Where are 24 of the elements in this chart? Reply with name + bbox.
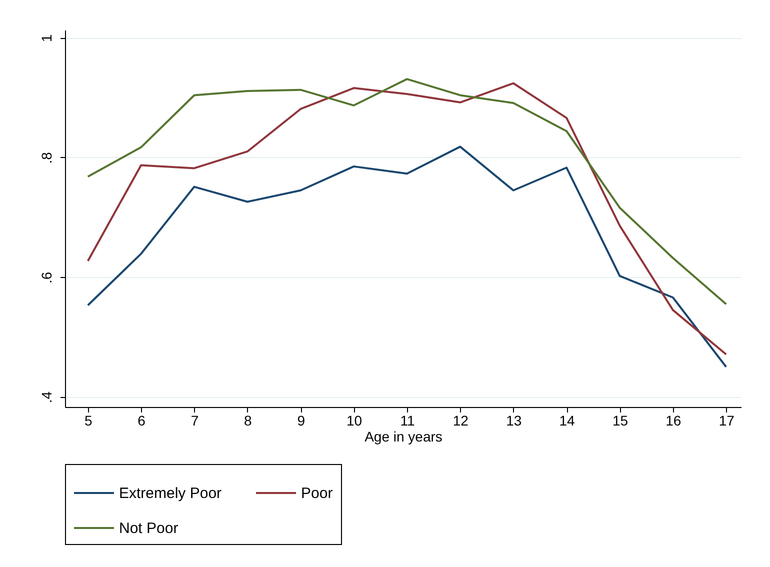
x-tick-label: 13 [506, 412, 522, 428]
x-tick-label: 12 [452, 412, 469, 428]
x-axis-title: Age in years [364, 428, 442, 444]
y-tick-label: 1 [38, 34, 54, 42]
x-tick-label: 17 [718, 412, 735, 428]
line-series [86, 78, 728, 306]
legend-label: Extremely Poor [119, 485, 222, 502]
x-tick-label: 11 [400, 412, 415, 428]
legend-label: Poor [301, 485, 333, 502]
x-tick-label: 5 [84, 412, 92, 428]
y-tick-label: .4 [38, 391, 54, 404]
x-tick-label: 8 [244, 412, 252, 428]
legend-label: Not Poor [119, 520, 178, 537]
x-tick-label: 14 [559, 412, 576, 428]
y-tick-label: .6 [38, 272, 54, 284]
x-tick-label: 10 [346, 412, 362, 428]
line-series [86, 146, 728, 368]
line-series [86, 82, 728, 356]
x-tick-label: 15 [612, 412, 628, 428]
x-tick-label: 9 [297, 412, 306, 428]
x-tick-label: 7 [190, 412, 199, 428]
x-tick-label: 6 [138, 412, 146, 428]
y-tick-label: .8 [38, 152, 54, 164]
x-tick-label: 16 [666, 412, 682, 428]
